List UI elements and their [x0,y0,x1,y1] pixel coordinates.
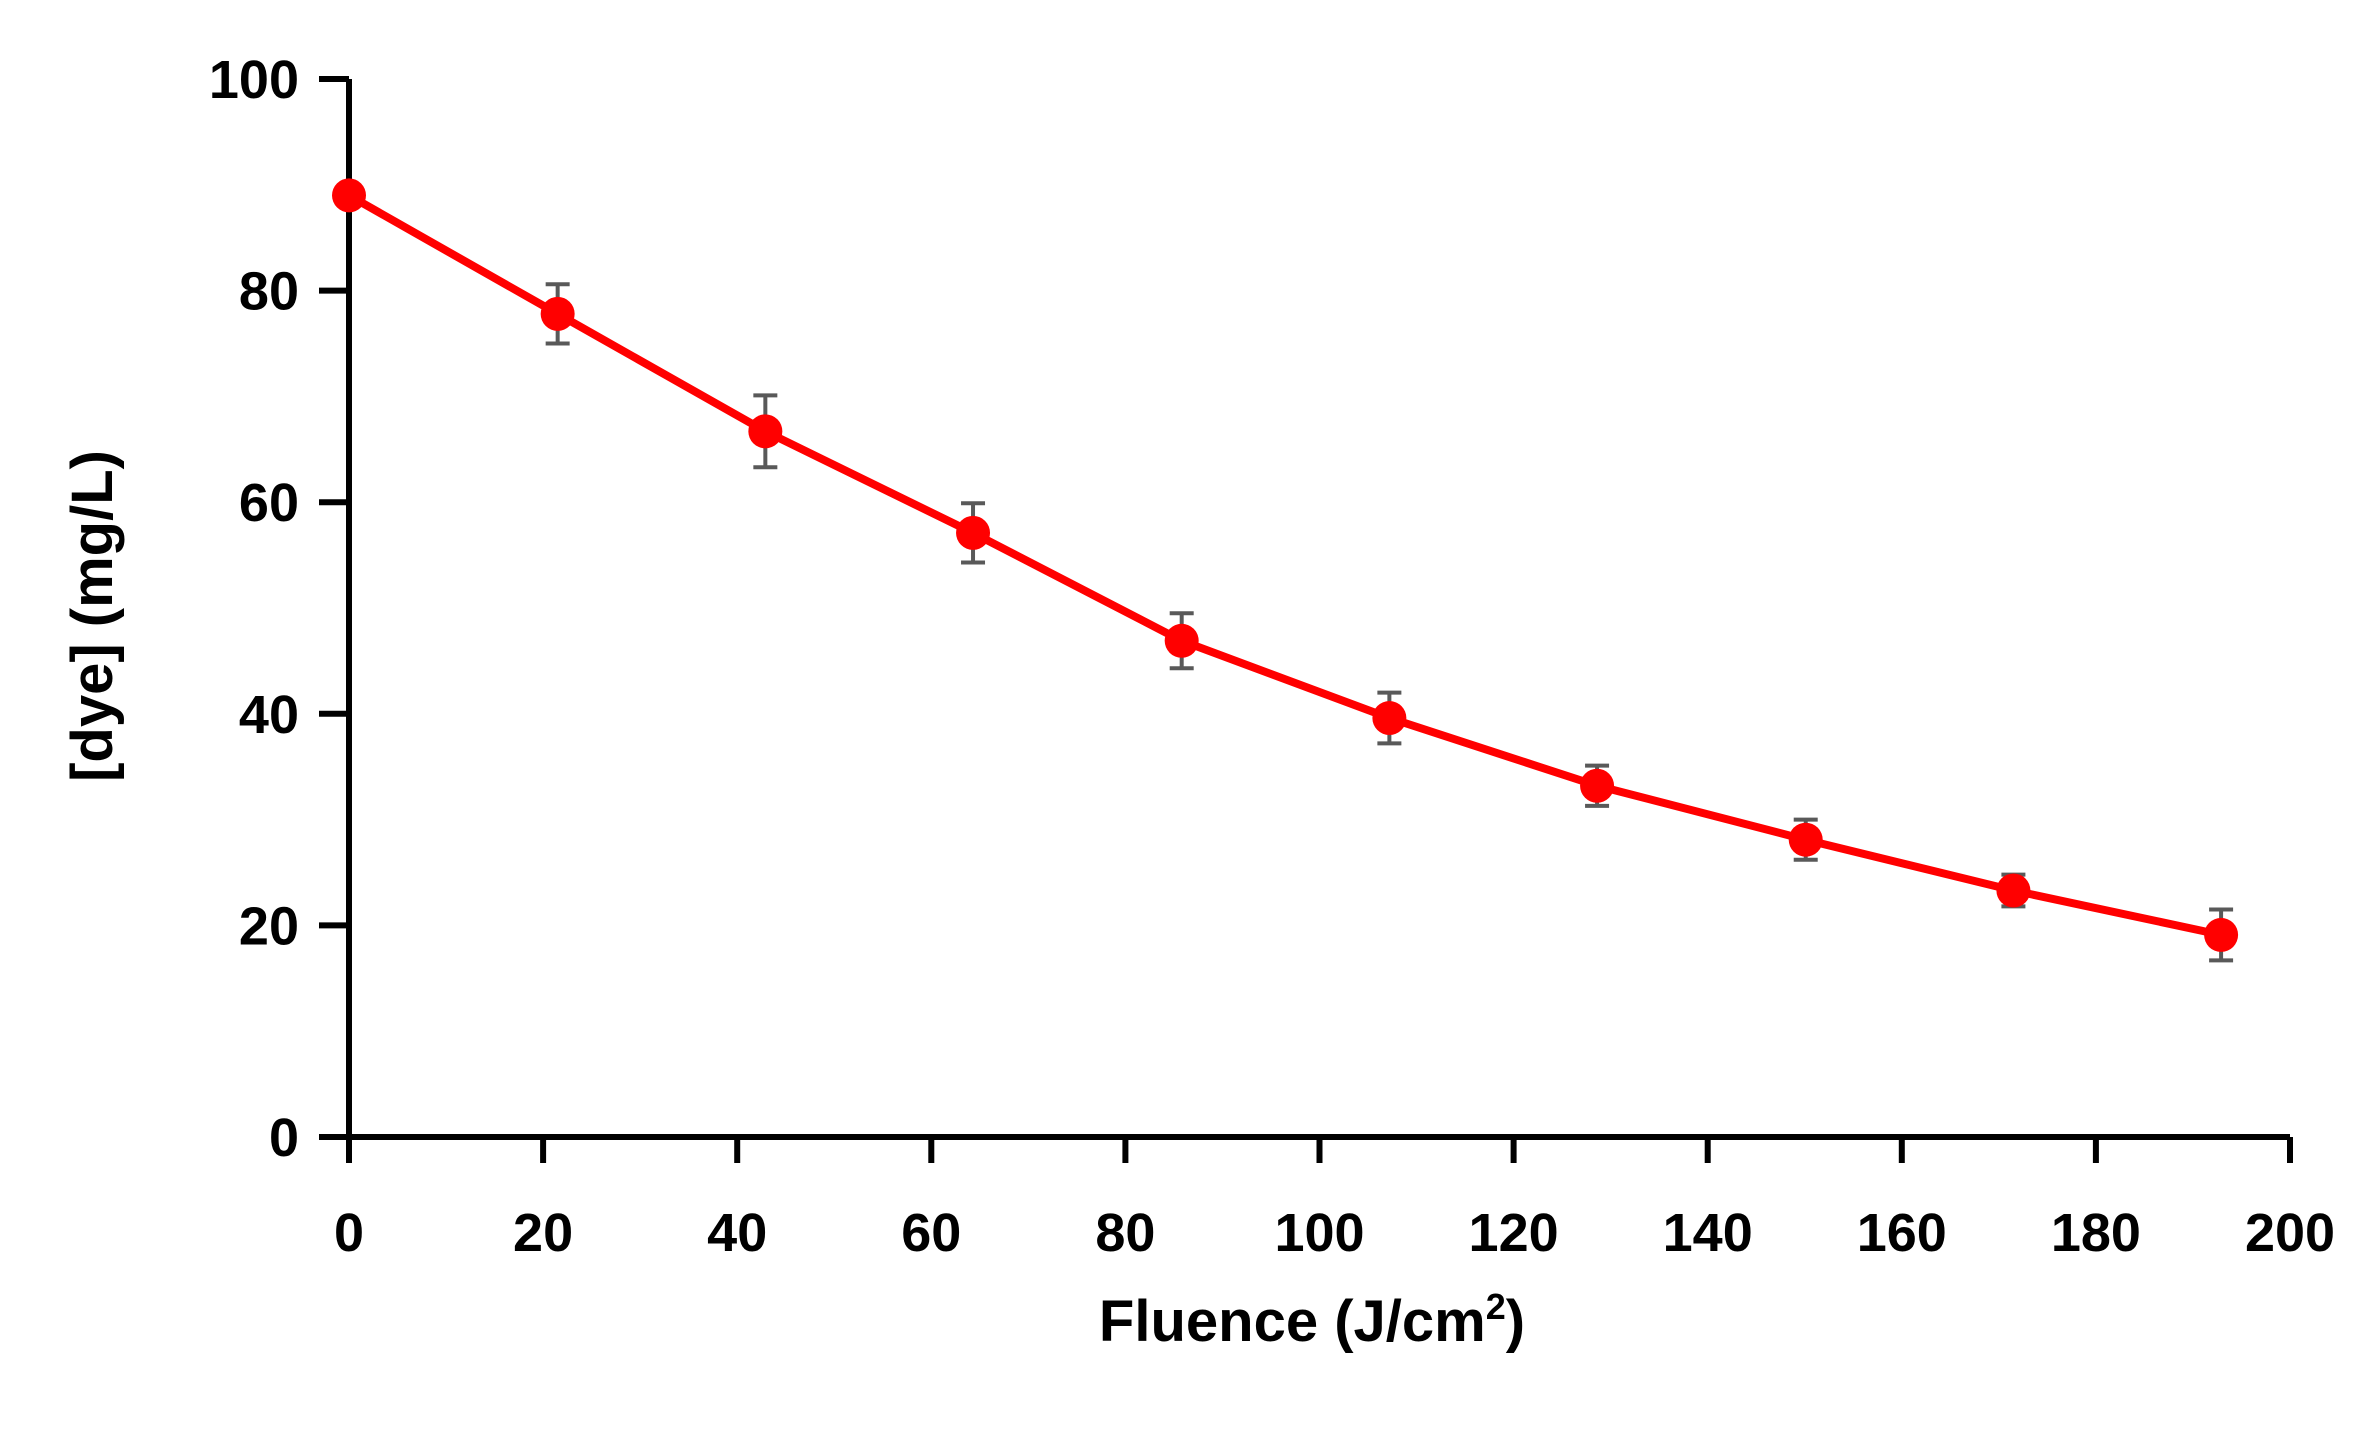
axes [319,76,2293,1163]
data-point [1164,623,1199,658]
error-bars [545,282,2234,963]
x-tick-label: 200 [2245,1203,2335,1263]
y-tick-label: 80 [239,262,299,322]
x-tick-label: 120 [1469,1203,1559,1263]
tick-labels: 0 20 40 60 80 100 0 20 40 60 80 100 120 140 160 180 200 [209,50,2335,1263]
y-axis-title: [dye] (mg/L) [60,450,125,782]
data-point [540,296,575,331]
data-point [332,178,366,213]
x-tick-label: 180 [2051,1203,2141,1263]
x-tick-label: 160 [1857,1203,1947,1263]
x-tick-label: 40 [707,1203,767,1263]
x-axis-title: Fluence (J/cm2) [1099,1286,1525,1354]
x-tick-label: 0 [334,1203,364,1263]
data-point [1372,701,1407,736]
data-points [332,178,2239,952]
x-tick-label: 100 [1274,1203,1364,1263]
x-tick-label: 20 [513,1203,573,1263]
y-tick-label: 0 [269,1108,299,1168]
y-tick-label: 20 [239,896,299,956]
x-axis-title-superscript: 2 [1486,1286,1506,1327]
x-tick-label: 140 [1663,1203,1753,1263]
y-tick-label: 40 [239,685,299,745]
data-point [2204,917,2239,952]
y-tick-label: 60 [239,473,299,533]
y-tick-label: 100 [209,50,299,110]
data-point [1996,873,2031,908]
x-tick-label: 80 [1095,1203,1155,1263]
data-point [748,414,783,449]
series-line [347,191,2222,939]
x-axis-title-main: Fluence (J/cm [1099,1289,1486,1354]
data-point [1580,768,1615,803]
x-tick-label: 60 [901,1203,961,1263]
series-line-layer [347,191,2222,939]
data-point [956,515,991,550]
data-point [1788,822,1823,857]
x-axis-title-suffix: ) [1506,1289,1525,1354]
